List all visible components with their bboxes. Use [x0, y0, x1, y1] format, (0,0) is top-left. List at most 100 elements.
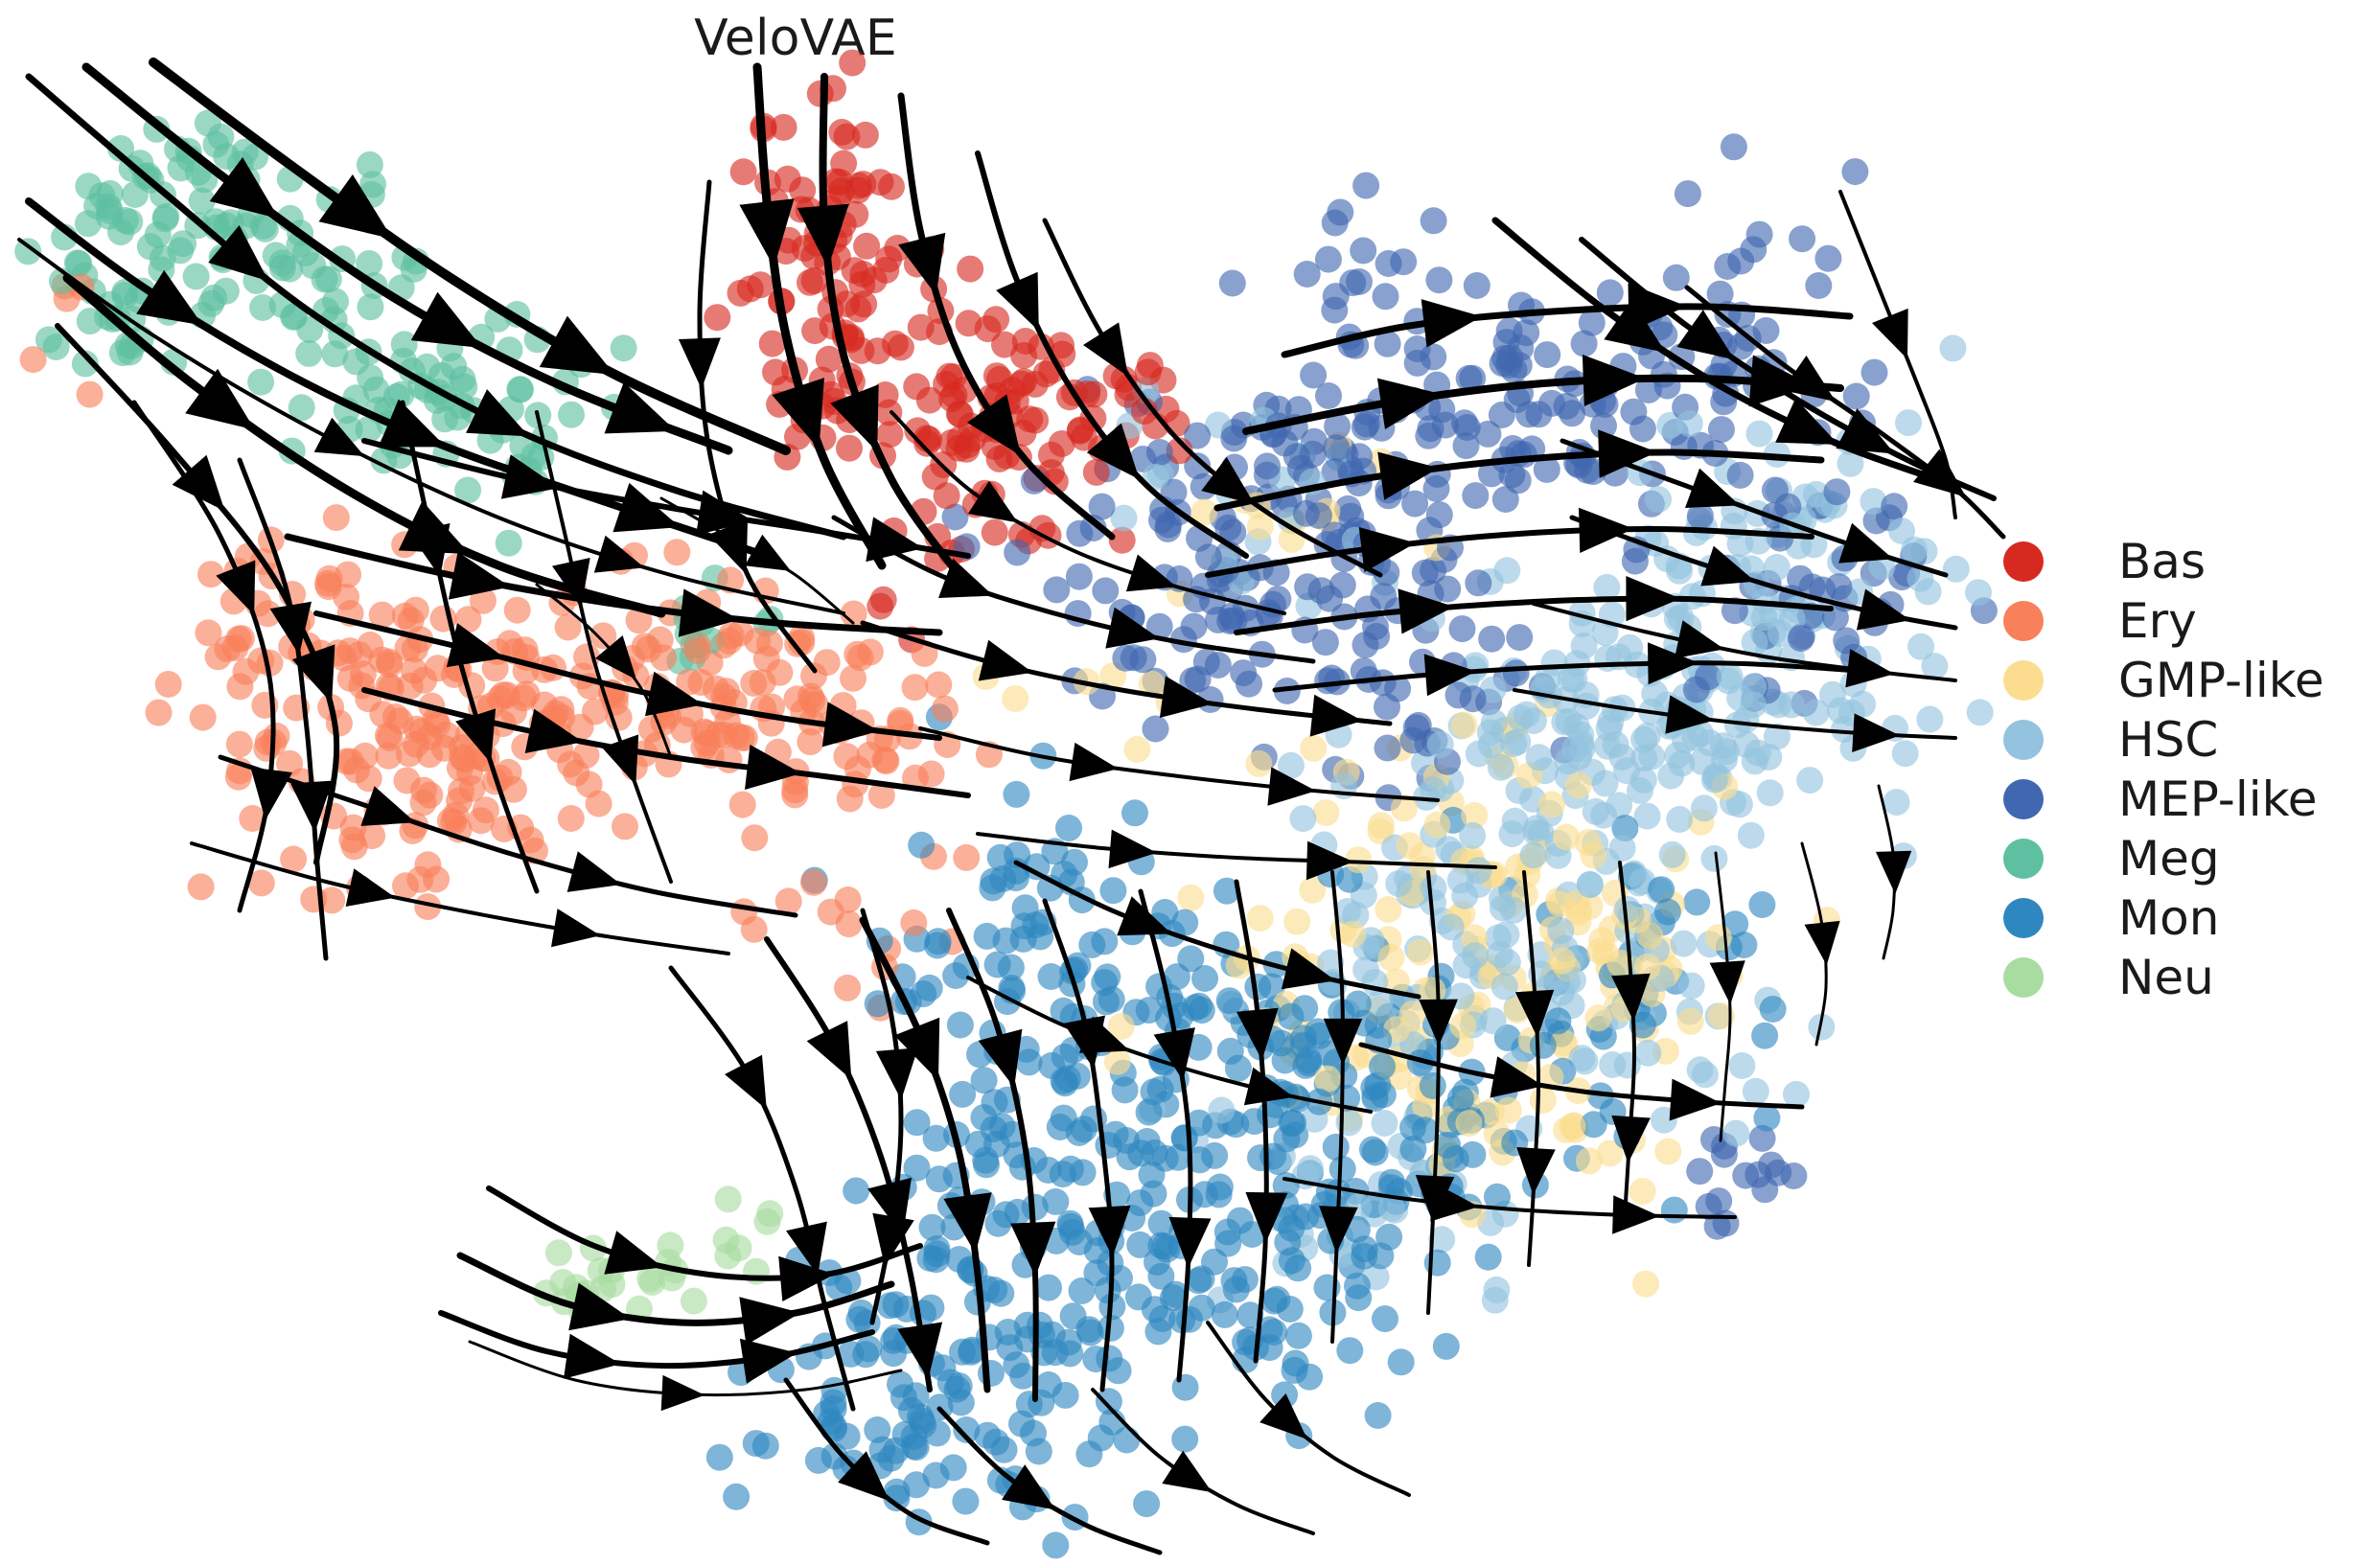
streamline-arrow-icon	[875, 1047, 918, 1100]
cell-point	[1094, 963, 1121, 991]
cell-point	[1284, 1322, 1312, 1349]
streamline-arrow-icon	[897, 1322, 943, 1380]
cell-point	[401, 635, 428, 663]
cell-point	[1654, 1138, 1682, 1165]
cell-point	[978, 1360, 1005, 1387]
cell-point	[1860, 358, 1888, 386]
velocity-streamline	[1491, 217, 1940, 483]
legend-item-neu[interactable]: Neu	[2003, 948, 2368, 1007]
cell-point	[815, 345, 843, 373]
cell-point	[116, 208, 144, 236]
cell-point	[1041, 1339, 1069, 1367]
cell-point	[396, 672, 424, 700]
cell-point	[740, 915, 768, 943]
cell-point	[1004, 539, 1031, 566]
cell-point	[1814, 244, 1842, 272]
legend-item-meg[interactable]: Meg	[2003, 829, 2368, 888]
cell-point	[1660, 1196, 1688, 1224]
cell-point	[376, 651, 404, 679]
streamline-arrow-icon	[612, 482, 681, 533]
cell-point	[1015, 1048, 1043, 1076]
legend-item-mon[interactable]: Mon	[2003, 888, 2368, 948]
streamline-arrow-icon	[1876, 850, 1912, 894]
cell-point	[1756, 779, 1784, 807]
cell-point	[1823, 478, 1851, 506]
cell-point	[1021, 1193, 1049, 1221]
cell-point	[1720, 512, 1747, 540]
cell-point	[917, 1294, 945, 1322]
cell-point	[715, 746, 743, 773]
cell-point	[970, 1067, 998, 1094]
velocity-streamline	[860, 620, 1393, 726]
cell-point	[1088, 493, 1116, 520]
cell-point	[1295, 1047, 1323, 1074]
cell-point	[1491, 486, 1519, 513]
cell-point	[1186, 1146, 1213, 1174]
streamline-arrow-icon	[1748, 355, 1814, 407]
legend: Bas Ery GMP-like HSC MEP-like Meg Mon Neu	[2003, 532, 2368, 1007]
streamline-arrow-icon	[1010, 1221, 1056, 1277]
cell-point	[96, 180, 124, 207]
cell-point	[747, 271, 774, 299]
velocity-streamline	[1714, 851, 1732, 1142]
streamline-arrow-icon	[1245, 1191, 1288, 1244]
cell-point	[454, 476, 482, 504]
cell-point	[1423, 811, 1451, 839]
cell-point	[1068, 1277, 1096, 1304]
cell-point	[232, 657, 260, 685]
cell-point	[503, 596, 531, 624]
cell-point	[1559, 400, 1586, 427]
cell-point	[1318, 664, 1346, 692]
streamline-arrow-icon	[967, 394, 1022, 456]
cell-point	[1374, 330, 1401, 357]
cell-point	[224, 763, 252, 791]
cell-point	[725, 1234, 752, 1262]
streamline-arrow-icon	[678, 337, 721, 389]
legend-item-hsc[interactable]: HSC	[2003, 710, 2368, 770]
cell-point	[1112, 644, 1140, 672]
legend-item-mep-like[interactable]: MEP-like	[2003, 770, 2368, 829]
cell-point	[1213, 877, 1240, 905]
cell-point	[1752, 317, 1780, 344]
cell-point	[973, 922, 1001, 950]
streamline-arrow-icon	[1685, 468, 1741, 508]
velocity-streamline	[284, 533, 943, 636]
streamline-arrow-icon	[593, 535, 645, 573]
cell-point	[408, 718, 436, 745]
legend-item-label: MEP-like	[2118, 771, 2318, 827]
legend-item-ery[interactable]: Ery	[2003, 591, 2368, 651]
cell-point	[1010, 368, 1038, 396]
cell-point	[1638, 743, 1666, 771]
velocity-streamline	[752, 62, 887, 570]
velocity-streamline	[1042, 898, 1115, 1392]
legend-item-gmp-like[interactable]: GMP-like	[2003, 651, 2368, 710]
cell-point	[1939, 334, 1967, 362]
cell-point	[1965, 579, 1992, 607]
cell-point	[1113, 1426, 1141, 1454]
cell-point	[14, 238, 42, 265]
cell-point	[1065, 563, 1093, 590]
streamline-arrow-icon	[1836, 408, 1895, 454]
cell-point	[1753, 1104, 1781, 1132]
cell-point	[867, 782, 895, 809]
cell-point	[663, 539, 691, 566]
cell-point	[1534, 665, 1561, 693]
cell-point	[1494, 1096, 1522, 1124]
cell-point	[1176, 1305, 1203, 1333]
cell-point	[1529, 1031, 1557, 1059]
cell-point	[1554, 748, 1582, 775]
cell-point	[1683, 888, 1711, 916]
cell-point	[517, 826, 544, 854]
streamline-arrow-icon	[1665, 695, 1715, 734]
cell-point	[1716, 663, 1744, 690]
cell-point	[1474, 1243, 1502, 1271]
legend-item-bas[interactable]: Bas	[2003, 532, 2368, 591]
cell-point	[1002, 685, 1029, 713]
cell-point	[1191, 965, 1218, 992]
cell-point	[1135, 1098, 1163, 1126]
cell-point	[1406, 938, 1434, 966]
cell-point	[1372, 283, 1399, 311]
streamline-arrow-icon	[1676, 310, 1735, 360]
cell-point	[1507, 704, 1535, 731]
cell-point	[828, 119, 856, 146]
